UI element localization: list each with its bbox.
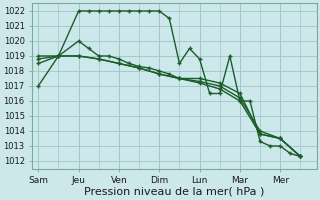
- X-axis label: Pression niveau de la mer( hPa ): Pression niveau de la mer( hPa ): [84, 187, 265, 197]
